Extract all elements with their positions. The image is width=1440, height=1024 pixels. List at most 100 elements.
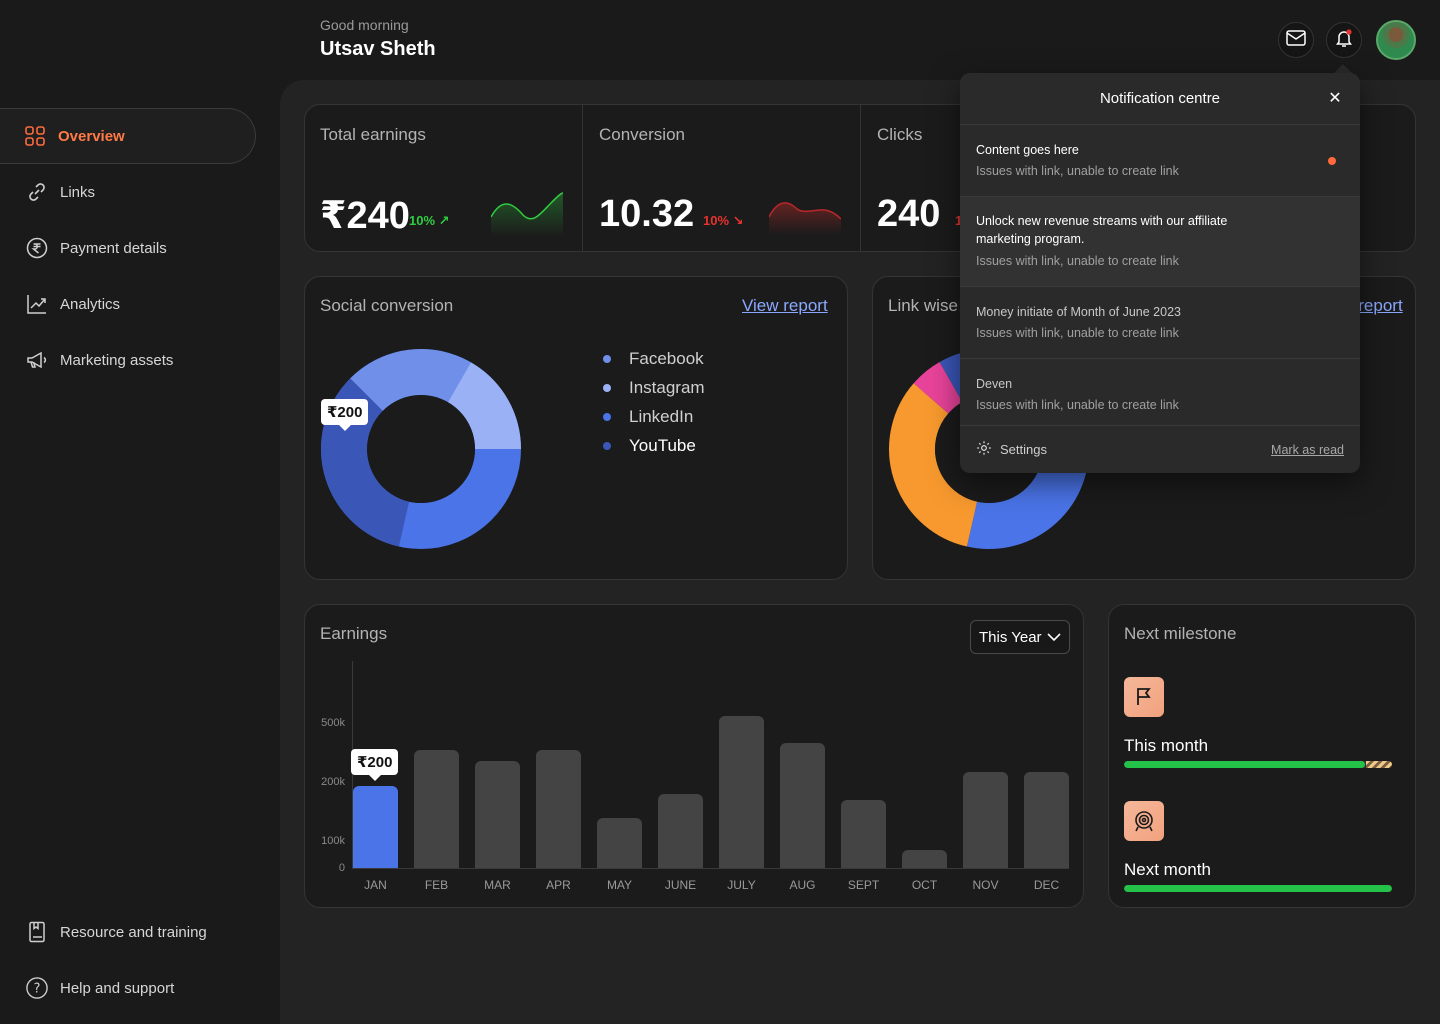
notification-item[interactable]: Unlock new revenue streams with our affi… [960,197,1360,287]
notification-button[interactable] [1326,22,1362,58]
legend-item-instagram: Instagram [603,378,705,398]
x-tick-label: MAY [606,878,633,892]
chart-icon [26,293,48,315]
bar-sept[interactable] [841,800,886,868]
stat-total-earnings: Total earnings ₹240 10% ↗ [305,105,583,251]
card-title: Next milestone [1124,624,1237,643]
x-tick-label: APR [546,878,571,892]
notification-item-title: Money initiate of Month of June 2023 [976,305,1181,319]
bar-tooltip: ₹200 [351,749,399,781]
bar-apr[interactable] [536,750,581,868]
notification-item-sub: Issues with link, unable to create link [976,254,1179,268]
sidebar-item-payment[interactable]: Payment details [24,220,256,276]
settings-label: Settings [1000,442,1047,457]
megaphone-icon [26,349,48,371]
x-tick-label: SEPT [847,878,880,892]
x-tick-label: AUG [789,878,816,892]
sidebar-item-marketing[interactable]: Marketing assets [24,332,256,388]
bar-dec[interactable] [1024,772,1069,868]
bar-may[interactable] [597,818,642,868]
y-tick: 200k [321,776,345,788]
notification-item-sub: Issues with link, unable to create link [976,398,1179,412]
y-tick: 500k [321,717,345,729]
legend-dot [603,442,611,450]
earnings-sparkline [491,192,563,237]
legend-item-linkedin: LinkedIn [603,407,693,427]
sidebar-item-label: Analytics [60,295,121,313]
stat-title: Total earnings [320,125,426,144]
stat-clicks: Clicks 240 1 [860,105,1138,251]
bar-nov[interactable] [963,772,1008,868]
user-name: Utsav Sheth [320,38,436,60]
bar-mar[interactable] [475,761,520,868]
x-axis-line [352,868,1069,869]
sidebar-item-label: Overview [58,127,125,145]
bar-july[interactable] [719,716,764,868]
legend-label: LinkedIn [629,407,694,426]
bar-june[interactable] [658,794,703,868]
social-donut-chart [321,349,521,549]
mail-icon [1286,29,1306,51]
x-tick-label: JULY [727,878,756,892]
bell-icon [1334,28,1354,53]
stat-change: 10% ↗ [409,213,450,228]
grid-icon [24,125,46,147]
help-icon: ? [26,977,48,999]
stat-title: Clicks [877,125,923,144]
bar-feb[interactable] [414,750,459,868]
sidebar-item-label: Resource and training [60,923,207,941]
x-tick-label: NOV [972,878,999,892]
gear-icon [976,440,992,459]
bar-jan[interactable] [353,786,398,868]
conversion-sparkline [769,202,841,235]
settings-button[interactable]: Settings [976,440,1047,459]
stat-change: 10% ↘ [703,213,744,228]
notification-item[interactable]: Deven Issues with link, unable to create… [960,359,1360,426]
avatar[interactable] [1376,20,1416,60]
earnings-chart-card: Earnings This Year 500k 200k 100k 0 JAN F… [304,604,1084,908]
flag-icon [1124,677,1164,717]
notification-item-sub: Issues with link, unable to create link [976,326,1179,340]
y-tick: 0 [338,862,345,874]
rupee-icon [26,237,48,259]
legend-label: Facebook [629,349,704,368]
notification-item[interactable]: Money initiate of Month of June 2023 Iss… [960,287,1360,359]
book-icon [26,921,48,943]
mail-button[interactable] [1278,22,1314,58]
sidebar-item-links[interactable]: Links [24,164,256,220]
notification-title: Notification centre [960,73,1360,125]
close-icon[interactable]: ✕ [1328,90,1342,107]
chevron-down-icon [1047,629,1061,646]
sidebar-item-label: Marketing assets [60,351,174,369]
sidebar-item-help[interactable]: ? Help and support [24,960,256,1016]
x-tick-label: JUNE [664,878,697,892]
period-select[interactable]: This Year [970,620,1070,654]
notification-centre: Notification centre ✕ Content goes here … [960,73,1360,473]
bar-oct[interactable] [902,850,947,868]
legend-item-facebook: Facebook [603,349,704,369]
notification-item[interactable]: Content goes here Issues with link, unab… [960,125,1360,197]
card-title: Social conversion [320,296,454,315]
x-tick-label: MAR [484,878,511,892]
mark-as-read-link[interactable]: Mark as read [1271,442,1344,457]
notification-item-title: Deven [976,377,1013,391]
bar-aug[interactable] [780,743,825,868]
sidebar-item-overview[interactable]: Overview [0,108,256,164]
milestone-progress [1124,761,1392,768]
x-tick-label: JAN [364,878,387,892]
notification-item-title: Unlock new revenue streams with our affi… [976,214,1228,246]
legend-label: Instagram [629,378,705,397]
x-tick-label: DEC [1033,878,1060,892]
greeting: Good morning [320,17,409,33]
milestone-label: This month [1124,736,1209,755]
stat-value: 240 [877,193,941,235]
social-conversion-card: Social conversion View report ₹200 Faceb… [304,276,848,580]
milestone-progress [1124,885,1392,892]
view-report-link[interactable]: View report [742,296,828,315]
donut-segment-instagram [447,362,521,450]
notification-item-sub: Issues with link, unable to create link [976,164,1179,178]
sidebar-item-resources[interactable]: Resource and training [24,904,256,960]
sidebar-item-analytics[interactable]: Analytics [24,276,256,332]
stat-title: Conversion [599,125,685,144]
period-select-value: This Year [979,628,1042,646]
